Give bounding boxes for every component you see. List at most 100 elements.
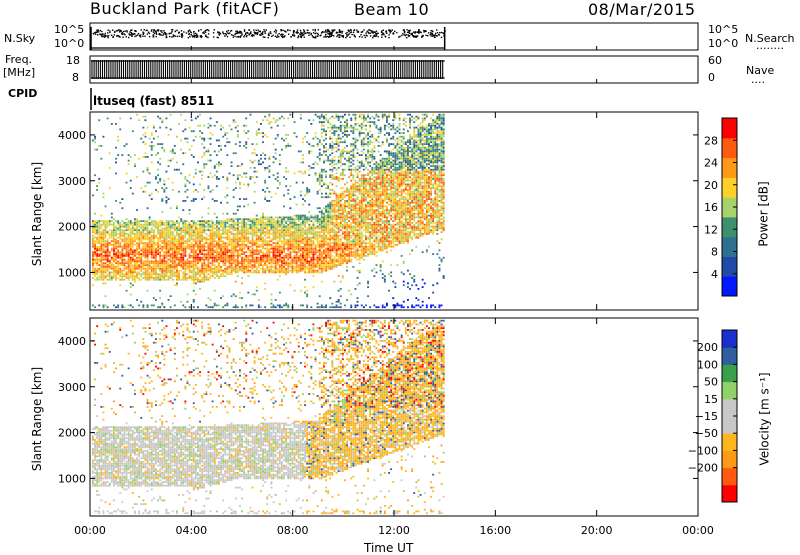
power-cell <box>145 270 147 272</box>
power-cell <box>294 240 296 242</box>
power-cell <box>302 217 304 219</box>
power-cell <box>321 229 323 231</box>
power-cell <box>111 268 113 270</box>
power-cell <box>237 125 239 127</box>
nsky-point <box>279 33 280 34</box>
power-cell <box>140 273 142 275</box>
nsky-point <box>122 37 123 38</box>
nsky-point <box>189 33 190 34</box>
power-cell <box>313 242 315 244</box>
power-cell <box>279 163 281 165</box>
power-cell <box>149 253 151 255</box>
power-cell <box>243 222 245 224</box>
power-cell <box>229 173 231 175</box>
power-cell <box>323 224 325 226</box>
power-cell <box>287 217 289 219</box>
power-cell <box>321 231 323 233</box>
power-cell <box>235 266 237 268</box>
power-cell <box>275 299 277 301</box>
power-cell <box>149 173 151 175</box>
nsky-point <box>297 29 298 30</box>
power-cell <box>176 228 178 230</box>
power-cell <box>105 224 107 226</box>
power-cell <box>281 261 283 263</box>
power-cell <box>239 239 241 241</box>
power-cell <box>111 259 113 261</box>
power-cell <box>178 246 180 248</box>
power-cell <box>199 268 201 270</box>
power-cell <box>220 233 222 235</box>
power-cell <box>161 275 163 277</box>
power-cell <box>287 272 289 274</box>
power-cell <box>128 222 130 224</box>
power-cell <box>294 218 296 220</box>
nsky-point <box>181 30 182 31</box>
nsky-point <box>327 36 328 37</box>
power-cell <box>126 253 128 255</box>
power-cell <box>241 226 243 228</box>
power-cell <box>275 224 277 226</box>
power-cell <box>180 264 182 266</box>
power-cell <box>205 220 207 222</box>
power-cell <box>226 233 228 235</box>
power-cell <box>214 251 216 253</box>
power-cell <box>237 270 239 272</box>
power-cell <box>147 275 149 277</box>
power-cell <box>195 118 197 120</box>
power-cell <box>145 185 147 187</box>
power-cell <box>224 226 226 228</box>
power-cell <box>163 266 165 268</box>
power-cell <box>287 220 289 222</box>
power-cell <box>115 306 117 308</box>
power-cell <box>331 264 333 266</box>
power-cell <box>124 273 126 275</box>
nsky-point <box>325 30 326 31</box>
power-cell <box>277 231 279 233</box>
power-cell <box>126 173 128 175</box>
power-cell <box>313 224 315 226</box>
power-cell <box>140 233 142 235</box>
power-cell <box>203 255 205 257</box>
power-cell <box>329 118 331 120</box>
power-cell <box>193 262 195 264</box>
power-cell <box>134 218 136 220</box>
power-cell <box>266 248 268 250</box>
power-cell <box>136 226 138 228</box>
power-cell <box>220 246 222 248</box>
power-cell <box>205 253 207 255</box>
power-cell <box>121 239 123 241</box>
power-cell <box>281 257 283 259</box>
power-cell <box>325 118 327 120</box>
power-cell <box>174 275 176 277</box>
nsky-point <box>253 29 254 30</box>
power-cell <box>126 255 128 257</box>
power-cell <box>315 136 317 138</box>
power-cell <box>92 268 94 270</box>
power-cell <box>218 233 220 235</box>
power-cell <box>195 272 197 274</box>
power-cell <box>334 235 336 237</box>
power-cell <box>109 279 111 281</box>
power-cell <box>170 273 172 275</box>
power-cell <box>268 253 270 255</box>
power-cell <box>145 251 147 253</box>
power-cell <box>319 154 321 156</box>
power-cell <box>119 279 121 281</box>
nsky-point <box>243 36 244 37</box>
power-cell <box>163 277 165 279</box>
power-cell <box>197 270 199 272</box>
power-cell <box>300 217 302 219</box>
power-cell <box>325 250 327 252</box>
power-cell <box>98 240 100 242</box>
nsky-point <box>398 36 399 37</box>
power-cell <box>325 222 327 224</box>
power-cell <box>96 259 98 261</box>
power-cell <box>142 253 144 255</box>
power-cell <box>130 246 132 248</box>
power-cell <box>331 229 333 231</box>
power-cell <box>273 233 275 235</box>
power-cell <box>327 160 329 162</box>
power-cell <box>210 275 212 277</box>
power-cell <box>103 222 105 224</box>
power-cell <box>134 235 136 237</box>
